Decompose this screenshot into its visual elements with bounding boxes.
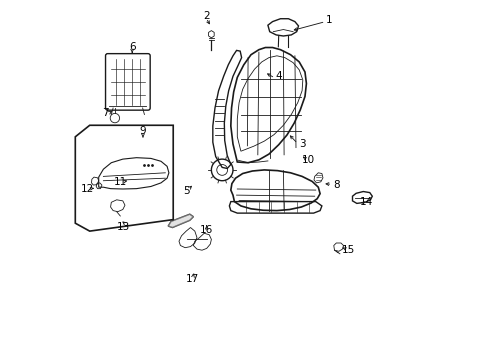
Text: 7: 7 — [102, 108, 109, 118]
Text: 6: 6 — [129, 42, 135, 52]
Text: 5: 5 — [183, 186, 189, 196]
Text: 13: 13 — [117, 222, 130, 232]
Text: 1: 1 — [325, 15, 332, 25]
Text: 2: 2 — [203, 11, 209, 21]
Text: 17: 17 — [185, 274, 199, 284]
Text: 4: 4 — [275, 71, 282, 81]
Text: 3: 3 — [298, 139, 305, 149]
Text: 15: 15 — [342, 245, 355, 255]
Text: 10: 10 — [302, 155, 314, 165]
Text: 16: 16 — [200, 225, 213, 235]
Text: 11: 11 — [113, 177, 127, 187]
Text: 9: 9 — [140, 126, 146, 136]
Text: 8: 8 — [332, 180, 339, 190]
Polygon shape — [168, 214, 193, 228]
Text: 14: 14 — [360, 197, 373, 207]
Text: 12: 12 — [81, 184, 94, 194]
